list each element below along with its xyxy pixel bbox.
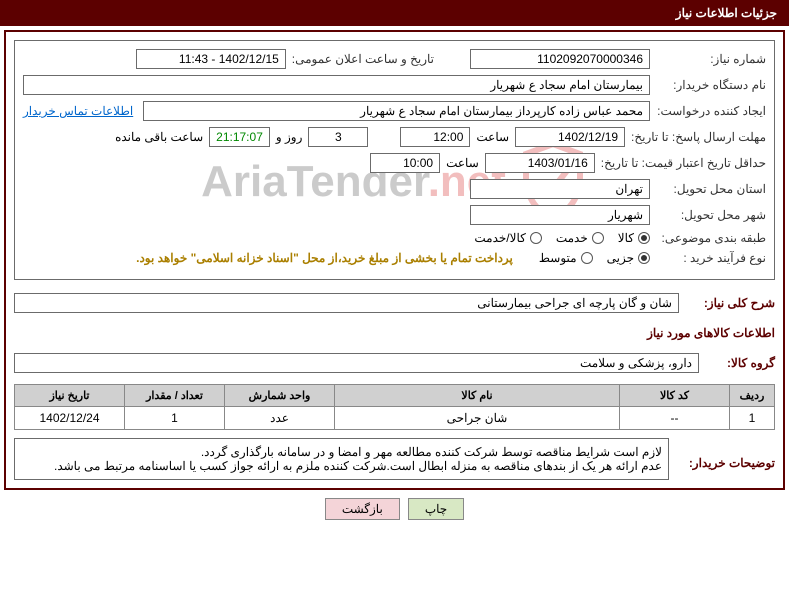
page-header: جزئیات اطلاعات نیاز <box>0 0 789 26</box>
label-remaining: ساعت باقی مانده <box>115 130 203 144</box>
purchase-radio-group: جزیی متوسط <box>539 251 650 265</box>
label-city: شهر محل تحویل: <box>656 208 766 222</box>
label-hour2: ساعت <box>446 156 479 170</box>
items-table: ردیف کد کالا نام کالا واحد شمارش تعداد /… <box>14 384 775 430</box>
col-date: تاریخ نیاز <box>15 385 125 407</box>
row-buyer-org: نام دستگاه خریدار: بیمارستان امام سجاد ع… <box>23 75 766 95</box>
items-section-title: اطلاعات کالاهای مورد نیاز <box>14 326 775 340</box>
cell-code: -- <box>620 407 730 430</box>
cell-date: 1402/12/24 <box>15 407 125 430</box>
col-row: ردیف <box>730 385 775 407</box>
radio-partial[interactable]: جزیی <box>607 251 650 265</box>
row-need-number: شماره نیاز: 1102092070000346 تاریخ و ساع… <box>23 49 766 69</box>
radio-medium[interactable]: متوسط <box>539 251 593 265</box>
col-qty: تعداد / مقدار <box>125 385 225 407</box>
cell-qty: 1 <box>125 407 225 430</box>
cell-row: 1 <box>730 407 775 430</box>
label-buyer-notes: توضیحات خریدار: <box>675 446 775 470</box>
buyer-notes-box: لازم است شرایط مناقصه توسط شرکت کننده مط… <box>14 438 669 480</box>
table-header-row: ردیف کد کالا نام کالا واحد شمارش تعداد /… <box>15 385 775 407</box>
label-buyer-org: نام دستگاه خریدار: <box>656 78 766 92</box>
cell-unit: عدد <box>225 407 335 430</box>
value-announce-date: 1402/12/15 - 11:43 <box>136 49 286 69</box>
value-reply-date: 1402/12/19 <box>515 127 625 147</box>
purchase-note: پرداخت تمام یا بخشی از مبلغ خرید،از محل … <box>136 251 513 265</box>
value-province: تهران <box>470 179 650 199</box>
value-need-number: 1102092070000346 <box>470 49 650 69</box>
row-general-desc: شرح کلی نیاز: شان و گان پارچه ای جراحی ب… <box>14 288 775 318</box>
radio-goods-service-circle <box>530 232 542 244</box>
value-validity-hour: 10:00 <box>370 153 440 173</box>
radio-partial-circle <box>638 252 650 264</box>
row-province: استان محل تحویل: تهران <box>23 179 766 199</box>
value-remaining-days: 3 <box>308 127 368 147</box>
row-city: شهر محل تحویل: شهریار <box>23 205 766 225</box>
row-price-validity: حداقل تاریخ اعتبار قیمت: تا تاریخ: 1403/… <box>23 153 766 173</box>
category-radio-group: کالا خدمت کالا/خدمت <box>474 231 650 245</box>
back-button[interactable]: بازگشت <box>325 498 400 520</box>
label-days-and: روز و <box>276 130 303 144</box>
value-validity-date: 1403/01/16 <box>485 153 595 173</box>
row-buyer-notes: توضیحات خریدار: لازم است شرایط مناقصه تو… <box>14 438 775 480</box>
radio-service[interactable]: خدمت <box>556 231 604 245</box>
info-box: شماره نیاز: 1102092070000346 تاریخ و ساع… <box>14 40 775 280</box>
button-row: چاپ بازگشت <box>0 498 789 520</box>
row-reply-deadline: مهلت ارسال پاسخ: تا تاریخ: 1402/12/19 سا… <box>23 127 766 147</box>
main-panel: AriaTender.net شماره نیاز: 1102092070000… <box>4 30 785 490</box>
label-need-number: شماره نیاز: <box>656 52 766 66</box>
value-city: شهریار <box>470 205 650 225</box>
label-requester: ایجاد کننده درخواست: <box>656 104 766 118</box>
table-row: 1 -- شان جراحی عدد 1 1402/12/24 <box>15 407 775 430</box>
label-general-desc: شرح کلی نیاز: <box>685 296 775 310</box>
value-reply-hour: 12:00 <box>400 127 470 147</box>
radio-goods[interactable]: کالا <box>618 231 650 245</box>
value-general-desc: شان و گان پارچه ای جراحی بیمارستانی <box>14 293 679 313</box>
radio-goods-circle <box>638 232 650 244</box>
radio-medium-circle <box>581 252 593 264</box>
print-button[interactable]: چاپ <box>408 498 464 520</box>
col-code: کد کالا <box>620 385 730 407</box>
label-announce-date: تاریخ و ساعت اعلان عمومی: <box>292 52 434 66</box>
label-hour1: ساعت <box>476 130 509 144</box>
col-unit: واحد شمارش <box>225 385 335 407</box>
col-name: نام کالا <box>335 385 620 407</box>
value-buyer-org: بیمارستان امام سجاد ع شهریار <box>23 75 650 95</box>
value-remaining-time: 21:17:07 <box>209 127 270 147</box>
value-group: دارو، پزشکی و سلامت <box>14 353 699 373</box>
row-requester: ایجاد کننده درخواست: محمد عباس زاده کارپ… <box>23 101 766 121</box>
radio-goods-service[interactable]: کالا/خدمت <box>474 231 541 245</box>
label-group: گروه کالا: <box>705 356 775 370</box>
buyer-notes-line2: عدم ارائه هر یک از بندهای مناقصه به منزل… <box>21 459 662 473</box>
row-group: گروه کالا: دارو، پزشکی و سلامت <box>14 348 775 378</box>
label-province: استان محل تحویل: <box>656 182 766 196</box>
buyer-notes-line1: لازم است شرایط مناقصه توسط شرکت کننده مط… <box>21 445 662 459</box>
label-reply-deadline: مهلت ارسال پاسخ: تا تاریخ: <box>631 130 766 144</box>
contact-link[interactable]: اطلاعات تماس خریدار <box>23 104 133 118</box>
radio-service-circle <box>592 232 604 244</box>
label-category: طبقه بندی موضوعی: <box>656 231 766 245</box>
label-price-validity: حداقل تاریخ اعتبار قیمت: تا تاریخ: <box>601 156 766 170</box>
page-title: جزئیات اطلاعات نیاز <box>676 6 777 20</box>
value-requester: محمد عباس زاده کارپرداز بیمارستان امام س… <box>143 101 650 121</box>
row-purchase-type: نوع فرآیند خرید : جزیی متوسط پرداخت تمام… <box>23 251 766 265</box>
label-purchase-type: نوع فرآیند خرید : <box>656 251 766 265</box>
row-category: طبقه بندی موضوعی: کالا خدمت کالا/خدمت <box>23 231 766 245</box>
cell-name: شان جراحی <box>335 407 620 430</box>
